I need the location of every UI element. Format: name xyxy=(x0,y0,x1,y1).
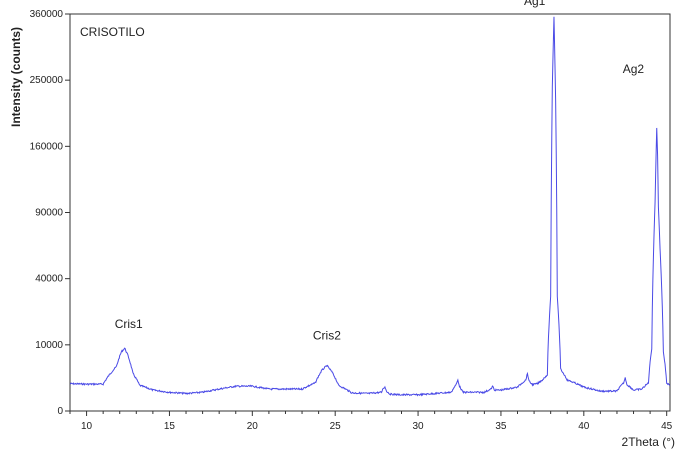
x-axis-ticks: 10 15 20 25 30 35 40 45 xyxy=(69,411,673,432)
y-tick-label: 90000 xyxy=(35,208,63,219)
y-tick-label: 40000 xyxy=(35,274,63,285)
plot-frame xyxy=(69,13,671,412)
x-tick-label: 10 xyxy=(81,421,93,432)
x-tick-label: 20 xyxy=(247,421,259,432)
peak-label: Cris2 xyxy=(313,329,341,343)
x-axis-label: 2Theta (°) xyxy=(622,435,675,449)
peak-label: Cris1 xyxy=(115,317,143,331)
y-tick-label: 0 xyxy=(57,406,63,417)
x-tick-label: 25 xyxy=(330,421,342,432)
y-axis-ticks: 0 10000 40000 90000 160000 250000 360000 xyxy=(30,9,70,417)
y-axis-label: Intensity (counts) xyxy=(9,27,23,127)
x-tick-label: 35 xyxy=(495,421,507,432)
y-tick-label: 160000 xyxy=(30,141,64,152)
peak-label: Ag1 xyxy=(524,0,546,8)
x-tick-label: 40 xyxy=(578,421,590,432)
chart-title: CRISOTILO xyxy=(80,25,145,39)
y-tick-label: 360000 xyxy=(30,9,64,20)
peak-labels: Cris1 Cris2 Ag1 Ag2 xyxy=(115,0,645,343)
peak-label: Ag2 xyxy=(623,62,645,76)
x-tick-label: 15 xyxy=(164,421,176,432)
y-tick-label: 250000 xyxy=(30,75,64,86)
series-line xyxy=(69,16,671,397)
x-tick-label: 30 xyxy=(413,421,425,432)
y-tick-label: 10000 xyxy=(35,340,63,351)
x-tick-label: 45 xyxy=(661,421,673,432)
